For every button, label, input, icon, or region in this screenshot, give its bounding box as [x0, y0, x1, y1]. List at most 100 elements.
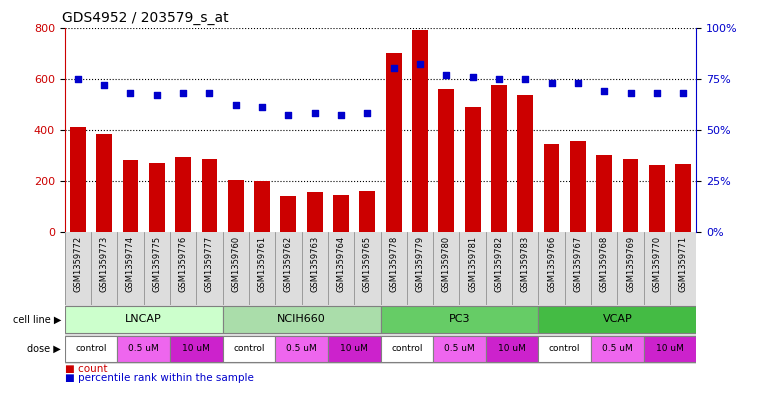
Text: GSM1359762: GSM1359762: [284, 235, 293, 292]
Bar: [386, 53, 402, 232]
Bar: [65, 306, 223, 332]
Text: GSM1359771: GSM1359771: [679, 235, 688, 292]
Text: GDS4952 / 203579_s_at: GDS4952 / 203579_s_at: [62, 11, 228, 25]
Text: GSM1359763: GSM1359763: [310, 235, 319, 292]
Bar: [359, 191, 375, 232]
Bar: [517, 95, 533, 232]
Text: GSM1359777: GSM1359777: [205, 235, 214, 292]
Bar: [465, 107, 480, 232]
Point: [387, 65, 400, 72]
Bar: [438, 89, 454, 232]
Text: control: control: [549, 344, 581, 353]
Bar: [543, 144, 559, 232]
Text: 10 uM: 10 uM: [656, 344, 684, 353]
Text: 10 uM: 10 uM: [183, 344, 210, 353]
Point: [177, 90, 189, 96]
Text: GSM1359779: GSM1359779: [416, 235, 425, 292]
Text: GSM1359774: GSM1359774: [126, 235, 135, 292]
Bar: [70, 127, 86, 232]
Point: [414, 61, 426, 68]
Bar: [175, 156, 191, 232]
Point: [677, 90, 689, 96]
Bar: [486, 336, 539, 362]
Text: 0.5 uM: 0.5 uM: [129, 344, 159, 353]
Text: NCIH660: NCIH660: [277, 314, 326, 324]
Text: GSM1359781: GSM1359781: [468, 235, 477, 292]
Text: GSM1359775: GSM1359775: [152, 235, 161, 292]
Bar: [644, 336, 696, 362]
Bar: [123, 160, 139, 232]
Point: [335, 112, 347, 119]
Text: control: control: [391, 344, 422, 353]
Bar: [333, 195, 349, 232]
Bar: [491, 85, 507, 232]
Text: GSM1359761: GSM1359761: [257, 235, 266, 292]
Bar: [380, 336, 433, 362]
Point: [256, 104, 268, 110]
Text: GSM1359766: GSM1359766: [547, 235, 556, 292]
Bar: [275, 336, 328, 362]
Point: [309, 110, 321, 116]
Text: 0.5 uM: 0.5 uM: [286, 344, 317, 353]
Bar: [117, 336, 170, 362]
Point: [98, 82, 110, 88]
Bar: [96, 134, 112, 232]
Text: 0.5 uM: 0.5 uM: [444, 344, 475, 353]
Bar: [412, 30, 428, 232]
Text: GSM1359769: GSM1359769: [626, 235, 635, 292]
Text: 10 uM: 10 uM: [340, 344, 368, 353]
Point: [493, 75, 505, 82]
Bar: [65, 336, 117, 362]
Bar: [307, 192, 323, 232]
Bar: [228, 180, 244, 232]
Text: dose ▶: dose ▶: [27, 344, 61, 354]
Point: [440, 72, 452, 78]
Bar: [433, 336, 486, 362]
Bar: [328, 336, 380, 362]
Point: [625, 90, 637, 96]
Text: VCAP: VCAP: [603, 314, 632, 324]
Point: [203, 90, 215, 96]
Point: [361, 110, 374, 116]
Text: GSM1359760: GSM1359760: [231, 235, 240, 292]
Text: PC3: PC3: [449, 314, 470, 324]
Text: GSM1359773: GSM1359773: [100, 235, 109, 292]
Point: [651, 90, 663, 96]
Bar: [202, 159, 218, 232]
Text: control: control: [233, 344, 265, 353]
Point: [230, 102, 242, 108]
Bar: [254, 181, 270, 232]
Point: [572, 79, 584, 86]
Point: [519, 75, 531, 82]
Point: [151, 92, 163, 98]
Text: LNCAP: LNCAP: [126, 314, 162, 324]
Point: [124, 90, 136, 96]
Text: 0.5 uM: 0.5 uM: [602, 344, 632, 353]
Text: 10 uM: 10 uM: [498, 344, 526, 353]
Bar: [170, 336, 223, 362]
Bar: [675, 164, 691, 232]
Text: GSM1359778: GSM1359778: [389, 235, 398, 292]
Bar: [223, 306, 380, 332]
Bar: [597, 155, 612, 232]
Text: GSM1359765: GSM1359765: [363, 235, 372, 292]
Text: GSM1359783: GSM1359783: [521, 235, 530, 292]
Text: GSM1359767: GSM1359767: [573, 235, 582, 292]
Point: [282, 112, 295, 119]
Bar: [539, 336, 591, 362]
Bar: [281, 196, 296, 232]
Point: [466, 73, 479, 80]
Text: GSM1359780: GSM1359780: [442, 235, 451, 292]
Text: ■ count: ■ count: [65, 364, 107, 375]
Point: [546, 79, 558, 86]
Text: cell line ▶: cell line ▶: [12, 314, 61, 324]
Text: GSM1359772: GSM1359772: [73, 235, 82, 292]
Text: ■ percentile rank within the sample: ■ percentile rank within the sample: [65, 373, 253, 383]
Text: GSM1359776: GSM1359776: [179, 235, 188, 292]
Bar: [591, 336, 644, 362]
Text: GSM1359782: GSM1359782: [495, 235, 504, 292]
Bar: [223, 336, 275, 362]
Text: GSM1359768: GSM1359768: [600, 235, 609, 292]
Point: [72, 75, 84, 82]
Bar: [539, 306, 696, 332]
